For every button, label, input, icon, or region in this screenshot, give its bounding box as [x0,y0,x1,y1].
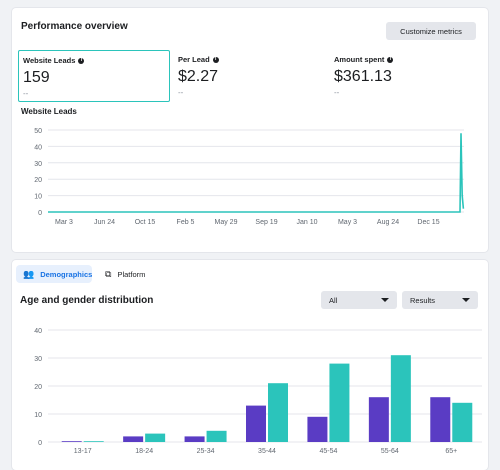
performance-overview-card: Performance overview Customize metrics W… [12,8,488,252]
bar [123,436,144,442]
people-icon: 👥 [23,268,35,279]
metric-label-wrap: Per Lead i [178,55,219,64]
metric-per-lead[interactable]: Per Lead i $2.27 -- [174,50,324,100]
metric-comparison: -- [334,88,340,97]
x-tick-label: 18-24 [135,448,153,455]
bar [390,355,411,442]
metric-label: Per Lead [178,55,210,64]
x-tick-label: 55-64 [381,448,399,455]
select-value: All [329,295,338,305]
tab-demographics[interactable]: 👥 Demographics [16,265,92,283]
y-tick-label: 10 [34,194,42,201]
metric-filter-select[interactable]: Results [402,291,478,309]
x-tick-label: 65+ [445,448,457,455]
y-tick-label: 30 [34,161,42,168]
metric-label-wrap: Amount spent i [334,55,394,64]
x-tick-label: Jan 10 [296,219,317,226]
bar [307,416,328,442]
y-tick-label: 40 [34,144,42,151]
tab-label: Platform [117,269,146,279]
y-tick-label: 40 [34,328,42,335]
x-tick-label: 13-17 [74,448,92,455]
bar [83,441,104,442]
x-tick-label: Sep 19 [255,219,277,226]
x-tick-label: Aug 24 [377,219,399,226]
metric-label-wrap: Website Leads i [23,56,85,65]
website-leads-line-chart: 0 10 20 30 40 50 Mar 3 Jun 24 Oct 15 Feb 5 May 29 S… [34,128,465,226]
y-tick-label: 30 [34,356,42,363]
y-tick-label: 50 [34,128,42,135]
info-icon[interactable]: i [78,57,85,64]
metric-comparison: -- [178,88,184,97]
x-tick-label: May 29 [215,219,238,226]
y-tick-label: 10 [34,412,42,419]
metric-value: 159 [23,69,50,86]
bar [368,397,389,442]
demographics-card: 👥 Demographics ⧉ Platform Age and gender… [12,260,488,470]
x-tick-label: 45-54 [319,448,337,455]
x-tick-label: Mar 3 [55,219,73,226]
bar [430,397,451,442]
chevron-down-icon [462,298,470,302]
x-tick-label: Jun 24 [94,219,115,226]
y-tick-label: 20 [34,177,42,184]
x-tick-label: Dec 15 [417,219,439,226]
x-tick-label: 35-44 [258,448,276,455]
y-tick-label: 20 [34,384,42,391]
customize-metrics-button[interactable]: Customize metrics [386,22,476,40]
metric-comparison: -- [23,89,29,98]
metric-label: Amount spent [334,55,385,64]
bar [184,436,205,442]
bar [145,433,166,442]
performance-overview-title: Performance overview [21,21,128,32]
age-gender-title: Age and gender distribution [20,295,154,306]
gender-filter-select[interactable]: All [321,291,397,309]
bar [329,363,350,442]
select-value: Results [410,295,436,305]
bar [246,405,266,442]
tab-platform[interactable]: ⧉ Platform [98,265,152,283]
bar [268,383,288,442]
tab-label: Demographics [40,269,93,279]
x-tick-label: May 3 [338,219,357,226]
x-tick-label: Feb 5 [177,219,195,226]
y-tick-label: 0 [38,440,42,447]
metric-label: Website Leads [23,56,76,65]
info-icon[interactable]: i [212,56,219,63]
metric-amount-spent[interactable]: Amount spent i $361.13 -- [330,50,480,100]
line-chart-title: Website Leads [21,107,77,116]
y-tick-label: 0 [38,210,42,217]
metric-website-leads[interactable]: Website Leads i 159 -- [18,50,170,102]
x-tick-label: 25-34 [197,448,215,455]
bar [206,430,227,442]
info-icon[interactable]: i [387,56,394,63]
metric-value: $361.13 [334,68,392,85]
chevron-down-icon [381,298,389,302]
bar [452,402,473,442]
x-tick-label: Oct 15 [135,219,156,226]
bar [61,441,82,442]
platform-icon: ⧉ [105,268,112,279]
series-line [48,133,465,213]
metric-value: $2.27 [178,68,219,85]
age-gender-bar-chart: 0 10 20 30 40 13-17 18-24 25-34 35-44 45-54 55-64 6… [34,328,482,455]
